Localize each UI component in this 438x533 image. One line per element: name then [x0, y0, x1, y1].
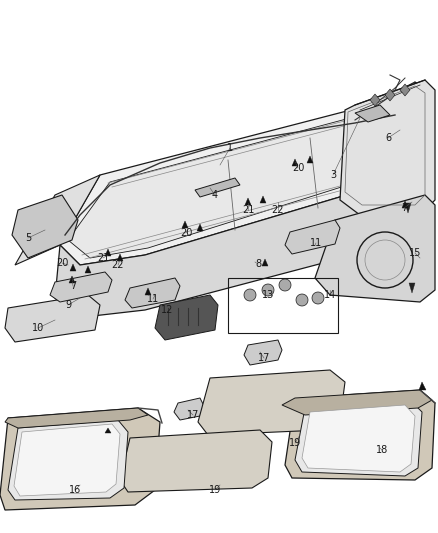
Polygon shape: [5, 408, 148, 428]
Polygon shape: [105, 428, 111, 433]
Polygon shape: [198, 370, 345, 435]
Text: 21: 21: [97, 253, 109, 263]
Polygon shape: [405, 203, 411, 213]
Polygon shape: [60, 105, 415, 265]
Polygon shape: [292, 159, 298, 166]
Polygon shape: [244, 340, 282, 365]
Polygon shape: [85, 266, 91, 273]
Polygon shape: [295, 400, 422, 476]
Polygon shape: [385, 89, 395, 101]
Text: 7: 7: [401, 203, 407, 213]
Text: 3: 3: [330, 170, 336, 180]
Polygon shape: [125, 278, 180, 308]
Text: 18: 18: [376, 445, 388, 455]
Polygon shape: [195, 178, 240, 197]
Polygon shape: [260, 196, 266, 203]
Text: 4: 4: [212, 190, 218, 200]
Polygon shape: [14, 424, 120, 496]
Polygon shape: [409, 283, 415, 293]
Text: 1: 1: [227, 143, 233, 153]
Polygon shape: [282, 390, 432, 415]
Text: 22: 22: [112, 260, 124, 270]
Polygon shape: [50, 272, 112, 302]
Polygon shape: [302, 405, 415, 472]
Polygon shape: [105, 249, 111, 256]
Text: 21: 21: [242, 205, 254, 215]
Polygon shape: [155, 295, 218, 340]
Polygon shape: [174, 398, 204, 420]
Polygon shape: [419, 382, 426, 390]
Polygon shape: [285, 220, 340, 254]
Text: 20: 20: [56, 258, 68, 268]
Polygon shape: [68, 114, 405, 258]
Text: 8: 8: [255, 259, 261, 269]
Polygon shape: [285, 390, 435, 480]
Text: 14: 14: [324, 290, 336, 300]
Text: 12: 12: [161, 305, 173, 315]
Text: 17: 17: [187, 410, 199, 420]
Polygon shape: [307, 156, 313, 163]
Polygon shape: [120, 430, 272, 492]
Text: 11: 11: [310, 238, 322, 248]
Polygon shape: [245, 198, 251, 205]
Text: 7: 7: [70, 281, 76, 291]
Polygon shape: [315, 195, 435, 302]
Polygon shape: [355, 105, 390, 122]
Text: 13: 13: [262, 290, 274, 300]
Text: 22: 22: [272, 205, 284, 215]
Text: 16: 16: [69, 485, 81, 495]
Text: 20: 20: [180, 228, 192, 238]
Polygon shape: [262, 259, 268, 266]
Polygon shape: [8, 420, 128, 500]
Circle shape: [244, 289, 256, 301]
Circle shape: [312, 292, 324, 304]
Polygon shape: [197, 224, 203, 231]
Polygon shape: [15, 175, 100, 265]
Text: 15: 15: [409, 248, 421, 258]
Text: 11: 11: [147, 294, 159, 304]
Polygon shape: [117, 254, 123, 261]
Text: 19: 19: [289, 438, 301, 448]
Text: 17: 17: [258, 353, 270, 363]
Polygon shape: [370, 94, 380, 106]
Text: 19: 19: [209, 485, 221, 495]
Circle shape: [296, 294, 308, 306]
Bar: [228, 278, 338, 333]
Polygon shape: [145, 288, 151, 295]
Text: 10: 10: [32, 323, 44, 333]
Text: 9: 9: [65, 300, 71, 310]
Polygon shape: [0, 408, 160, 510]
Text: 20: 20: [292, 163, 304, 173]
Text: 6: 6: [385, 133, 391, 143]
Polygon shape: [69, 276, 75, 283]
Polygon shape: [402, 201, 408, 208]
Polygon shape: [400, 84, 410, 96]
Polygon shape: [12, 195, 78, 258]
Polygon shape: [182, 221, 188, 228]
Polygon shape: [370, 82, 430, 235]
Circle shape: [279, 279, 291, 291]
Polygon shape: [5, 295, 100, 342]
Polygon shape: [70, 264, 76, 271]
Text: 5: 5: [25, 233, 31, 243]
Circle shape: [262, 284, 274, 296]
Polygon shape: [340, 80, 435, 215]
Polygon shape: [55, 175, 415, 318]
